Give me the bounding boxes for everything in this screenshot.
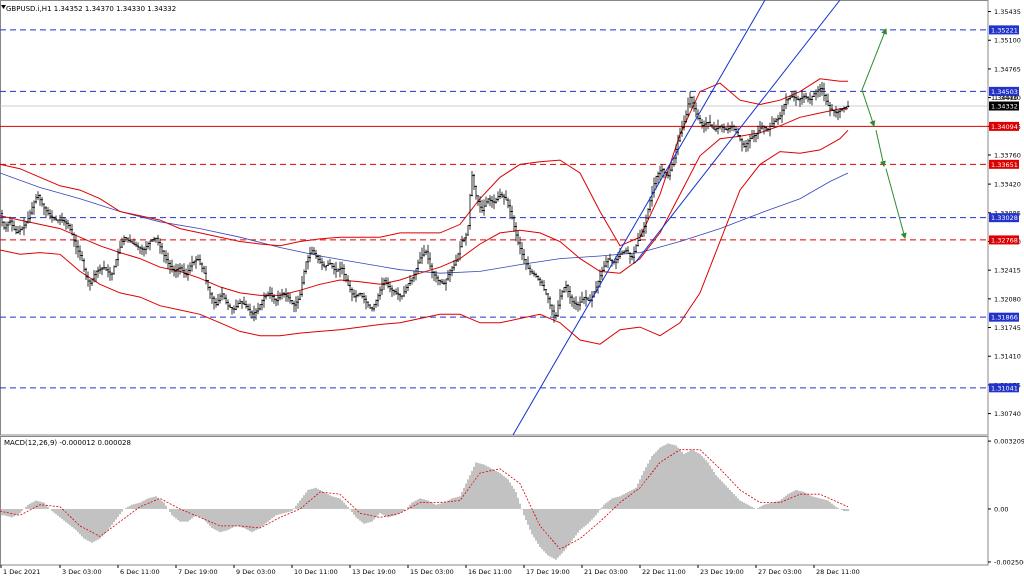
price-tick-label: 1.30740 bbox=[994, 410, 1021, 418]
current-price-label: 1.34332 bbox=[991, 103, 1018, 111]
price-tick-label: 1.33760 bbox=[994, 151, 1021, 159]
macd-tick-label: -0.002506 bbox=[994, 558, 1024, 566]
bollinger-upper-band bbox=[0, 78, 848, 247]
level-price-tag bbox=[989, 213, 1019, 223]
price-tick-label: 1.35100 bbox=[994, 37, 1021, 45]
time-tick-label: 22 Dec 11:00 bbox=[642, 568, 686, 576]
time-tick-label: 28 Dec 11:00 bbox=[816, 568, 860, 576]
time-tick-label: 27 Dec 03:00 bbox=[758, 568, 802, 576]
time-tick-label: 15 Dec 03:00 bbox=[410, 568, 454, 576]
level-price-tag bbox=[989, 86, 1019, 96]
time-tick-label: 16 Dec 11:00 bbox=[468, 568, 512, 576]
moving-average-line bbox=[0, 172, 849, 274]
forecast-arrow[interactable] bbox=[885, 168, 907, 240]
time-tick-label: 7 Dec 19:00 bbox=[178, 568, 218, 576]
macd-tick-label: 0.003209 bbox=[994, 438, 1024, 446]
time-tick-label: 17 Dec 19:00 bbox=[526, 568, 570, 576]
level-price-label: 1.34503 bbox=[991, 88, 1018, 96]
forecast-arrow[interactable] bbox=[861, 89, 876, 127]
level-price-tag bbox=[989, 383, 1019, 393]
trend-channel-line[interactable] bbox=[512, 0, 766, 436]
price-tick-label: 1.34765 bbox=[994, 65, 1021, 73]
chart-title: GBPUSD.i,H1 1.34352 1.34370 1.34330 1.34… bbox=[6, 5, 176, 13]
time-tick-label: 6 Dec 11:00 bbox=[120, 568, 160, 576]
level-price-label: 1.33028 bbox=[991, 214, 1018, 222]
level-price-label: 1.31866 bbox=[991, 314, 1018, 322]
macd-panel[interactable]: 0.003209 0.00 -0.002506 bbox=[0, 436, 1024, 567]
trend-channel-line[interactable] bbox=[634, 0, 841, 264]
time-tick-label: 13 Dec 19:00 bbox=[352, 568, 396, 576]
price-tick-label: 1.33420 bbox=[994, 181, 1021, 189]
time-tick-label: 23 Dec 19:00 bbox=[700, 568, 744, 576]
level-price-label: 1.34094 bbox=[991, 123, 1018, 131]
bollinger-lower-band bbox=[0, 129, 849, 345]
macd-histogram bbox=[1, 443, 849, 560]
time-tick-label: 1 Dec 2021 bbox=[3, 568, 40, 576]
price-tick-label: 1.34430 bbox=[994, 94, 1021, 102]
current-price-tag bbox=[989, 101, 1019, 111]
time-tick-label: 21 Dec 03:00 bbox=[584, 568, 628, 576]
level-price-tag bbox=[989, 121, 1019, 131]
level-price-tag bbox=[989, 159, 1019, 169]
time-tick-label: 10 Dec 11:00 bbox=[294, 568, 338, 576]
level-price-tag bbox=[989, 235, 1019, 245]
price-marker-label: 1.34430 bbox=[991, 94, 1018, 102]
macd-tick-label: 0.00 bbox=[994, 505, 1008, 513]
price-tick-label: 1.35435 bbox=[994, 8, 1021, 16]
level-price-label: 1.35221 bbox=[991, 26, 1018, 34]
candles-group bbox=[1, 81, 850, 323]
level-price-tag bbox=[989, 25, 1019, 35]
macd-signal-line bbox=[0, 449, 849, 550]
level-price-tag bbox=[989, 312, 1019, 322]
time-tick-label: 9 Dec 03:00 bbox=[236, 568, 276, 576]
level-price-label: 1.33651 bbox=[991, 161, 1018, 169]
forecast-arrow[interactable] bbox=[861, 28, 887, 91]
price-tick-label: 1.32415 bbox=[994, 267, 1021, 275]
level-price-label: 1.32768 bbox=[991, 236, 1018, 244]
price-tick-label: 1.31745 bbox=[994, 324, 1021, 332]
bollinger-middle-band bbox=[0, 108, 848, 296]
price-panel[interactable]: 1.354351.351001.347651.344301.340951.337… bbox=[0, 0, 1021, 436]
chart-menu-triangle-icon[interactable] bbox=[1, 5, 6, 9]
price-tick-label: 1.31410 bbox=[994, 353, 1021, 361]
level-price-label: 1.31041 bbox=[991, 384, 1018, 392]
price-tick-label: 1.32080 bbox=[994, 295, 1021, 303]
forecast-arrow[interactable] bbox=[875, 130, 886, 168]
time-tick-label: 3 Dec 03:00 bbox=[62, 568, 102, 576]
macd-title: MACD(12,26,9) -0.000012 0.000028 bbox=[4, 439, 131, 447]
time-axis: 1 Dec 2021 3 Dec 03:00 6 Dec 11:00 7 Dec 19… bbox=[0, 565, 860, 576]
